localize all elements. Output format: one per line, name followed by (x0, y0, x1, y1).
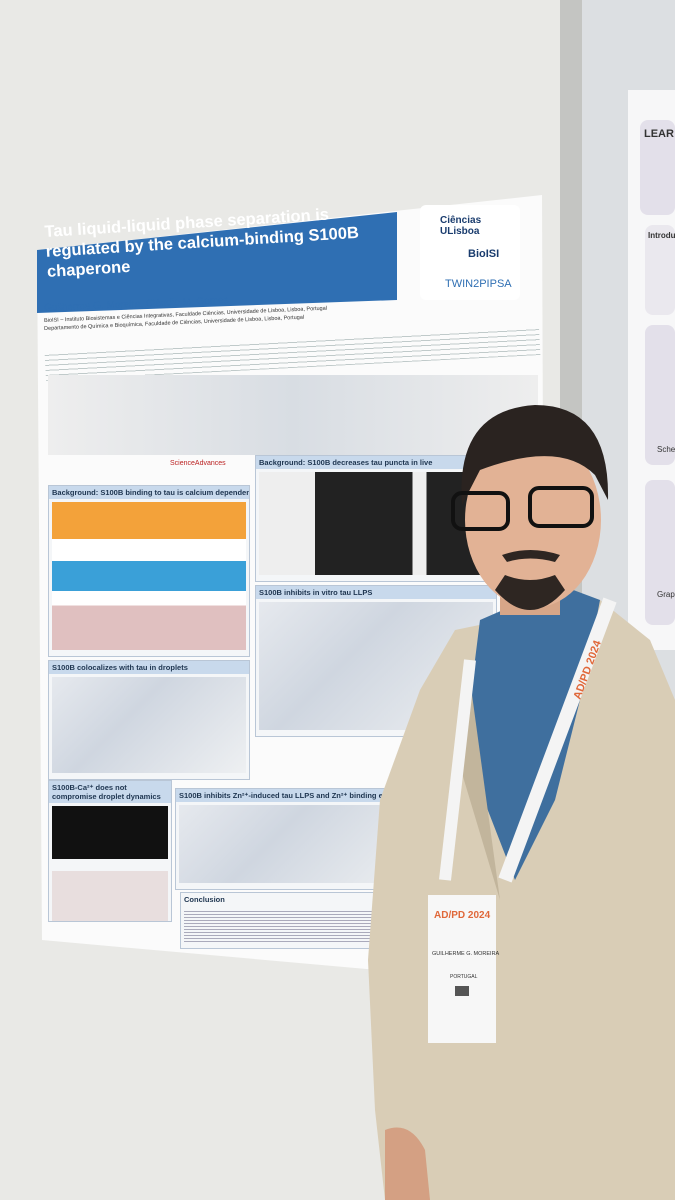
badge-name: GUILHERME G. MOREIRA (432, 951, 500, 957)
badge (428, 895, 496, 1043)
badge-event: AD/PD 2024 (434, 910, 491, 921)
badge-country: PORTUGAL (450, 974, 478, 980)
lanyard (498, 597, 617, 883)
logo: BioISI (468, 248, 500, 260)
logo-panel (420, 205, 520, 300)
section-header: S100B inhibits Zn²⁺-induced tau LLPS and… (176, 789, 426, 802)
shirt (470, 585, 600, 880)
lanyard (439, 659, 476, 881)
head (465, 432, 601, 608)
section-header: Conclusion (184, 895, 225, 904)
neighbor-box: Schem (645, 325, 675, 465)
neighbor-box: LEAR (640, 120, 675, 215)
poster-section: S100B colocalizes with tau in droplets (48, 660, 250, 780)
section-header: S100B colocalizes with tau in droplets (49, 661, 249, 674)
logo: Ciências ULisboa (440, 215, 482, 237)
poster-section: S100B-Ca²⁺ does not compromise droplet d… (48, 780, 172, 922)
section-header: Background: S100B binding to tau is calc… (49, 486, 249, 499)
section-figure (52, 677, 246, 773)
hair (461, 405, 609, 505)
neighbor-box: Introdu (645, 225, 675, 315)
section-figure (52, 502, 246, 650)
logo: TWIN2PIPSA (445, 278, 512, 290)
glasses (451, 491, 510, 531)
journal-logo: ScienceAdvances (170, 460, 226, 467)
section-header: S100B-Ca²⁺ does not compromise droplet d… (49, 781, 171, 803)
mustache (502, 550, 560, 562)
glasses (528, 486, 594, 528)
beard (495, 575, 565, 610)
blazer (368, 600, 675, 1200)
badge-barcode (455, 986, 469, 996)
neighbor-box: Graph (645, 480, 675, 625)
intro-figure (48, 375, 538, 455)
section-figure (52, 806, 168, 921)
hand (385, 1127, 430, 1200)
section-header: S100B inhibits in vitro tau LLPS (256, 586, 496, 599)
poster-section: Background: S100B binding to tau is calc… (48, 485, 250, 657)
